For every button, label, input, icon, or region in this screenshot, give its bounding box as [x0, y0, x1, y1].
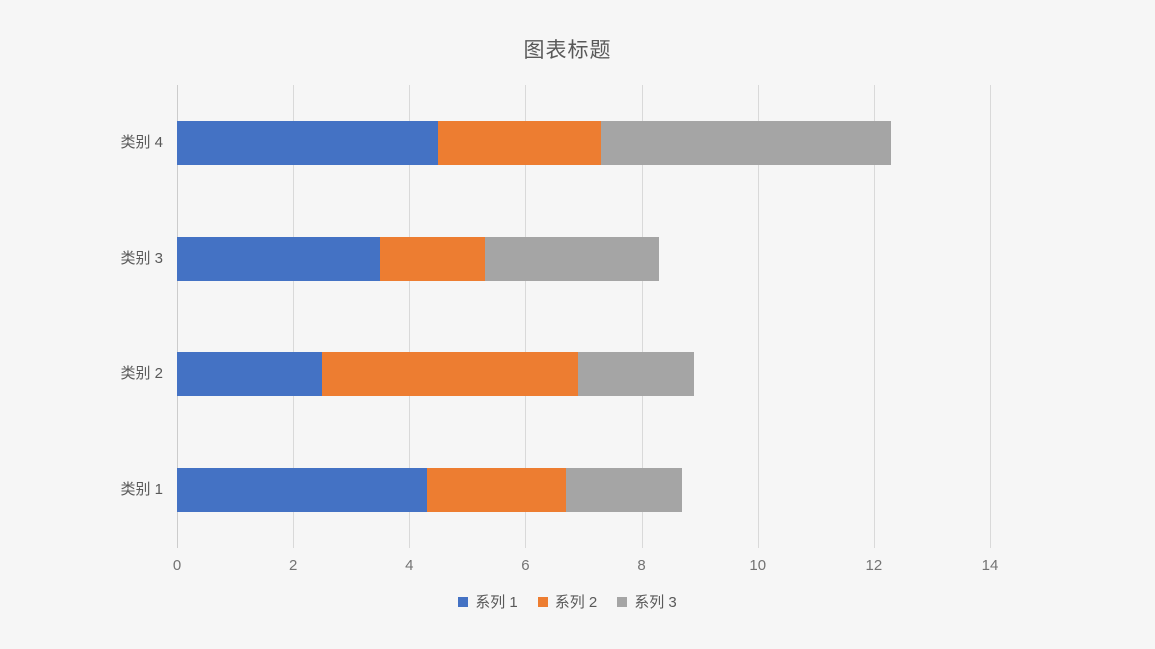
legend-label: 系列 2 [554, 594, 598, 611]
bar-segment[interactable] [600, 120, 892, 165]
value-tick-label: 0 [172, 557, 182, 574]
bar-segment[interactable] [426, 468, 567, 513]
value-tick-label: 6 [521, 557, 530, 574]
gridline [525, 85, 527, 548]
bar-segment[interactable] [177, 468, 427, 513]
gridline [990, 85, 991, 548]
legend-swatch-icon [617, 596, 628, 607]
gridline [873, 85, 875, 548]
category-label: 类别 1 [120, 481, 163, 499]
value-tick-label: 2 [288, 557, 298, 574]
category-axis-line [177, 85, 178, 548]
legend-swatch-icon [458, 596, 469, 607]
value-tick-label: 8 [637, 557, 646, 574]
legend-swatch-icon [537, 596, 548, 607]
bar-segment[interactable] [177, 120, 439, 165]
value-tick-label: 4 [405, 557, 414, 574]
value-tick-label: 14 [981, 557, 999, 574]
category-label: 类别 3 [120, 249, 163, 267]
bar-segment[interactable] [484, 236, 659, 281]
legend-item[interactable]: 系列 3 [617, 591, 677, 612]
value-tick-label: 12 [865, 557, 883, 574]
plot-area [177, 85, 991, 548]
bar-segment[interactable] [177, 236, 381, 281]
gridline [641, 85, 643, 548]
legend-item[interactable]: 系列 1 [458, 591, 518, 612]
gridline [757, 85, 759, 548]
gridline [293, 85, 295, 548]
bar-segment[interactable] [438, 120, 601, 165]
bar-segment[interactable] [322, 352, 578, 397]
legend-item[interactable]: 系列 2 [537, 591, 598, 612]
bar-segment[interactable] [177, 352, 323, 397]
category-label: 类别 4 [120, 133, 163, 151]
legend-label: 系列 1 [475, 594, 518, 611]
legend-label: 系列 3 [634, 594, 677, 611]
gridline [409, 85, 411, 548]
chart-title: 图表标题 [523, 39, 612, 62]
bar-segment[interactable] [380, 236, 485, 281]
legend: 系列 1 系列 2 系列 3 [0, 591, 1135, 612]
value-tick-label: 10 [749, 557, 767, 574]
category-label: 类别 2 [120, 365, 163, 383]
bar-segment[interactable] [566, 468, 683, 513]
bar-segment[interactable] [577, 352, 694, 397]
